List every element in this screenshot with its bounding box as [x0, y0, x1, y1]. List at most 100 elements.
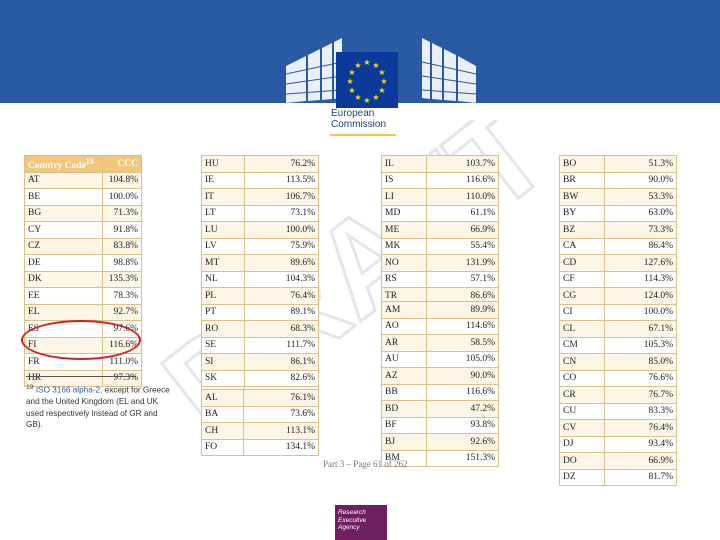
table-row: FO 134.1% [201, 438, 320, 456]
country-table-6: BO 51.3% BR 90.0% BW 53.3% BY 63.0% BZ 73.3% CA 86.… [559, 155, 678, 486]
ccc-value-cell: 75.9% [244, 237, 319, 255]
country-code-cell: EE [23, 287, 104, 305]
table-row: DE 98.8% [23, 254, 142, 272]
table-row: AZ 90.0% [381, 367, 500, 385]
footnote-marker: 19 [26, 384, 34, 391]
table-row: SE 111.7% [200, 336, 319, 354]
table-row: CA 86.4% [559, 237, 678, 255]
country-code-cell: IE [200, 171, 246, 189]
country-code-cell: MT [200, 254, 246, 272]
ccc-value-cell: 92.7% [102, 303, 142, 321]
country-code-cell: CR [559, 386, 605, 404]
table-row: IS 116.6% [381, 171, 500, 189]
country-code-cell: BR [559, 171, 605, 189]
ccc-value-cell: 89.6% [244, 254, 319, 272]
country-code-cell: DO [559, 452, 605, 470]
table-row: AO 114.6% [381, 317, 500, 335]
svg-text:★: ★ [372, 61, 379, 70]
ccc-value-cell: 131.9% [425, 254, 500, 272]
country-code-cell: HR [23, 369, 104, 387]
country-code-cell: DE [23, 254, 104, 272]
country-code-cell: MD [381, 204, 427, 222]
ccc-value-cell: 104.8% [102, 171, 142, 189]
country-code-cell: BO [559, 155, 605, 173]
country-code-cell: CA [559, 237, 605, 255]
header-banner: ★ ★ ★ ★ ★ ★ ★ ★ ★ ★ ★ ★ European Commiss… [0, 0, 720, 148]
table-row: BZ 73.3% [559, 221, 678, 239]
country-code-cell: LT [200, 204, 246, 222]
footnote-lead: ISO 3166 alpha-2, [35, 385, 103, 395]
table-row: BB 116.6% [381, 383, 500, 401]
country-code-cell: DJ [559, 435, 605, 453]
ccc-value-cell: 124.0% [603, 287, 678, 305]
country-code-cell: BW [559, 188, 605, 206]
svg-text:★: ★ [346, 77, 353, 86]
country-code-cell: RO [200, 320, 246, 338]
ccc-value-cell: 66.9% [603, 452, 678, 470]
country-code-cell: SI [200, 353, 246, 371]
table-row: CV 76.4% [559, 419, 678, 437]
ccc-value-cell: 97.3% [102, 369, 142, 387]
country-code-cell: BA [201, 405, 244, 423]
country-code-cell: CG [559, 287, 605, 305]
svg-text:★: ★ [363, 96, 370, 105]
table-row: CI 100.0% [559, 303, 678, 321]
table-row: CD 127.6% [559, 254, 678, 272]
ccc-value-cell: 90.0% [603, 171, 678, 189]
table-row: LU 100.0% [200, 221, 319, 239]
country-code-cell: BE [23, 188, 104, 206]
table-row: BW 53.3% [559, 188, 678, 206]
ccc-value-cell: 76.1% [242, 389, 320, 407]
ccc-value-cell: 116.6% [425, 383, 500, 401]
country-code-cell: AO [381, 317, 427, 335]
ccc-value-cell: 78.3% [102, 287, 142, 305]
table-row: EE 78.3% [23, 287, 142, 305]
ccc-value-cell: 86.4% [603, 237, 678, 255]
country-code-cell: SE [200, 336, 246, 354]
table-row: CY 91.8% [23, 221, 142, 239]
ccc-value-cell: 89.9% [425, 301, 500, 319]
country-code-cell: CI [559, 303, 605, 321]
country-code-cell: MK [381, 237, 427, 255]
country-code-cell: IT [200, 188, 246, 206]
research-executive-agency-logo: Research Executive Agency [335, 505, 387, 540]
ccc-value-cell: 105.0% [425, 350, 500, 368]
country-code-cell: BZ [559, 221, 605, 239]
country-code-cell: DK [23, 270, 104, 288]
country-code-cell: FO [201, 438, 244, 456]
ccc-value-cell: 105.3% [603, 336, 678, 354]
country-code-cell: CD [559, 254, 605, 272]
ccc-value-cell: 76.7% [603, 386, 678, 404]
ccc-value-cell: 111.0% [102, 353, 142, 371]
country-code-cell: NL [200, 270, 246, 288]
table-row: DO 66.9% [559, 452, 678, 470]
country-code-cell: LI [381, 188, 427, 206]
ccc-value-cell: 83.8% [102, 237, 142, 255]
country-code-cell: CU [559, 402, 605, 420]
ccc-value-cell: 82.6% [244, 369, 319, 387]
country-code-cell: LV [200, 237, 246, 255]
ccc-value-cell: 73.1% [244, 204, 319, 222]
country-code-cell: CO [559, 369, 605, 387]
table-row: RO 68.3% [200, 320, 319, 338]
fr-highlight-circle [21, 320, 141, 360]
table-row: BJ 92.6% [381, 433, 500, 451]
ccc-value-cell: 89.1% [244, 303, 319, 321]
ccc-value-cell: 67.1% [603, 320, 678, 338]
ccc-value-cell: 114.3% [603, 270, 678, 288]
table-row: BR 90.0% [559, 171, 678, 189]
table-row: DJ 93.4% [559, 435, 678, 453]
country-table-5: AM 89.9% AO 114.6% AR 58.5% AU 105.0% AZ 90.0% BB 1… [381, 301, 500, 467]
table-row: ME 66.9% [381, 221, 500, 239]
ccc-value-cell: 113.5% [244, 171, 319, 189]
country-code-cell: NO [381, 254, 427, 272]
table-row: AU 105.0% [381, 350, 500, 368]
ccc-value-cell: 76.2% [244, 155, 319, 173]
ccc-value-cell: 111.7% [244, 336, 319, 354]
table-row: CM 105.3% [559, 336, 678, 354]
table-row: CL 67.1% [559, 320, 678, 338]
header-ccc: CCC [102, 155, 142, 173]
country-code-cell: LU [200, 221, 246, 239]
table-row: AM 89.9% [381, 301, 500, 319]
table-row: BD 47.2% [381, 400, 500, 418]
